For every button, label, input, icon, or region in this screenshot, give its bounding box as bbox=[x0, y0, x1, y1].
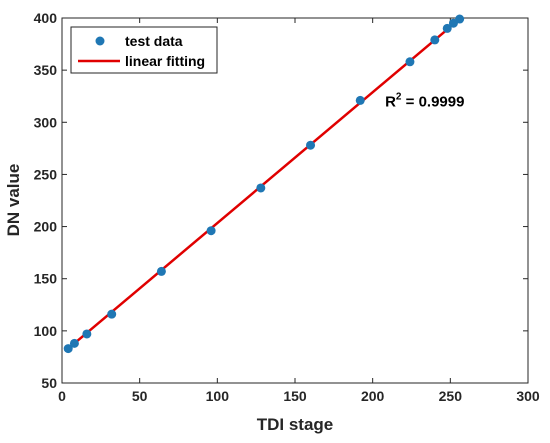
legend: test data linear fitting bbox=[70, 26, 218, 74]
x-tick-label: 250 bbox=[439, 388, 463, 404]
y-tick-label: 200 bbox=[34, 219, 58, 235]
data-point bbox=[430, 35, 440, 45]
annotation-value: = 0.9999 bbox=[401, 94, 464, 111]
legend-label-linear-fitting: linear fitting bbox=[125, 53, 205, 69]
y-tick-label: 100 bbox=[34, 323, 58, 339]
y-tick-label: 150 bbox=[34, 271, 58, 287]
x-tick-label: 200 bbox=[361, 388, 385, 404]
x-tick-label: 100 bbox=[206, 388, 230, 404]
y-tick-label: 350 bbox=[34, 62, 58, 78]
annotation-superscript: 2 bbox=[396, 92, 402, 103]
data-point bbox=[256, 183, 266, 193]
y-tick-label: 300 bbox=[34, 114, 58, 130]
fit-lines bbox=[67, 18, 461, 350]
data-point bbox=[156, 266, 166, 276]
x-axis-label: TDI stage bbox=[257, 415, 334, 434]
data-point bbox=[455, 14, 465, 24]
x-tick-label: 300 bbox=[516, 388, 540, 404]
y-tick-label: 250 bbox=[34, 166, 58, 182]
data-point bbox=[107, 309, 117, 319]
fit-line-series bbox=[67, 18, 461, 350]
x-tick-label: 50 bbox=[132, 388, 148, 404]
legend-box bbox=[70, 26, 218, 74]
data-point bbox=[206, 226, 216, 236]
data-point bbox=[355, 95, 365, 105]
y-tick-label: 50 bbox=[41, 375, 57, 391]
data-points bbox=[63, 14, 465, 354]
legend-marker-test-data bbox=[95, 36, 105, 46]
data-point bbox=[63, 344, 73, 354]
data-point bbox=[442, 23, 452, 33]
x-tick-label: 0 bbox=[58, 388, 66, 404]
y-axis-label: DN value bbox=[4, 164, 23, 237]
x-tick-label: 150 bbox=[283, 388, 307, 404]
data-point bbox=[405, 57, 415, 67]
data-point bbox=[82, 329, 92, 339]
legend-label-test-data: test data bbox=[125, 33, 183, 49]
plot-area bbox=[61, 17, 529, 384]
annotation-base: R bbox=[385, 94, 396, 111]
data-point bbox=[69, 338, 79, 348]
data-point bbox=[306, 140, 316, 150]
r-squared-annotation: R2 = 0.9999 bbox=[385, 92, 464, 111]
y-tick-label: 400 bbox=[34, 10, 58, 26]
y-axis: 50 100 150 200 250 300 350 400 bbox=[34, 10, 528, 391]
